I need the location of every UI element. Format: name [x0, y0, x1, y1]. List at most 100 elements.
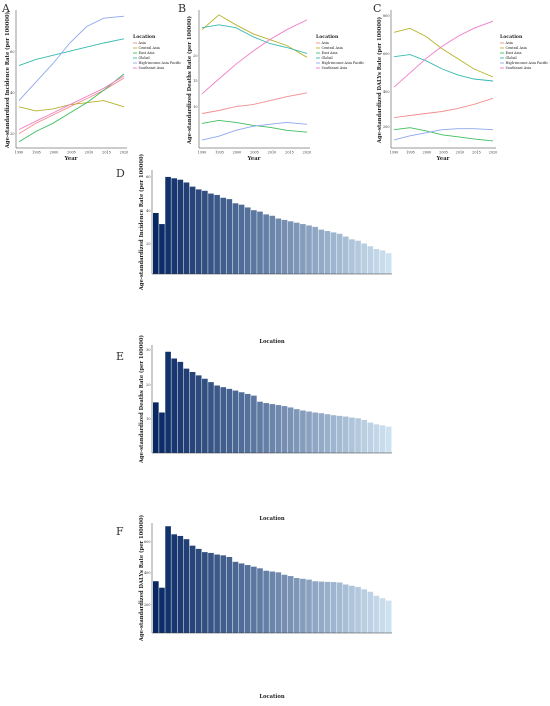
bar: [330, 415, 337, 453]
bar: [208, 552, 214, 633]
plot-area-b: [198, 10, 310, 149]
bar: [195, 548, 202, 633]
panel-letter-d: D: [116, 167, 125, 180]
legend-label: High-income Asia Pacific: [139, 61, 182, 65]
y-tick-label: 600: [144, 540, 150, 544]
bar: [300, 410, 306, 453]
bar: [287, 407, 294, 453]
x-tick-label: 2005: [250, 151, 259, 155]
panel-letter-a: A: [1, 2, 11, 15]
y-axis-title-e: Age-standardized Deaths Rate (per 100000…: [138, 335, 145, 464]
bar: [385, 600, 392, 633]
series-line: [393, 97, 494, 119]
bar: [251, 395, 257, 454]
legend-label: High-income Asia Pacific: [322, 61, 365, 65]
bar: [281, 219, 288, 274]
bar: [263, 570, 269, 633]
bar: [195, 189, 202, 274]
bar: [232, 390, 239, 453]
y-tick-label: 800: [383, 14, 389, 18]
legend-label: Global: [506, 56, 517, 60]
series-line: [201, 24, 308, 54]
bar: [385, 426, 392, 453]
bar: [153, 212, 159, 274]
bar-panel-d: D Age-standardized Incidence Rate (per 1…: [116, 154, 392, 345]
bar: [336, 233, 343, 274]
y-axis-title-d: Age-standardized Incidence Rate (per 100…: [138, 154, 145, 291]
bar: [183, 539, 190, 633]
bar: [202, 190, 208, 274]
bar: [379, 250, 386, 274]
bar: [269, 571, 276, 633]
y-tick-label: 30: [146, 348, 150, 352]
y-tick-label: 200: [383, 125, 389, 129]
x-axis-title-c: Year: [436, 156, 450, 162]
x-tick-labels-a: 1990 1995 2000 2005 2010 2015 2020: [15, 151, 129, 155]
bar: [349, 239, 355, 274]
series-line: [18, 38, 125, 67]
bar: [373, 249, 380, 274]
bar: [214, 194, 220, 274]
bar: [355, 418, 361, 453]
y-tick-label: 600: [383, 52, 389, 56]
y-tick-labels-d: 20 40 60: [146, 175, 150, 246]
legend-label: Central Asia: [139, 46, 160, 50]
bar: [263, 403, 269, 453]
series-line: [393, 27, 494, 78]
legend-label: East Asia: [322, 51, 338, 55]
legend-label: Global: [322, 56, 333, 60]
bar: [251, 566, 257, 633]
bar: [361, 243, 367, 274]
bar: [312, 226, 318, 274]
legend-label: Asia: [138, 41, 146, 45]
bar: [336, 415, 343, 454]
x-axis-title-f: Location: [259, 694, 284, 700]
bar: [318, 581, 325, 633]
bar: [293, 578, 300, 633]
bar: [287, 576, 294, 633]
bar: [183, 368, 190, 454]
x-axis-title-a: Year: [64, 156, 78, 162]
series-line: [393, 54, 494, 82]
bar: [202, 378, 208, 453]
legend-label: Global: [139, 56, 150, 60]
legend-label: East Asia: [506, 51, 522, 55]
legend-title-a: Location: [133, 34, 156, 40]
bar-panel-f: F Age-standardized DALYs Rate (per 10000…: [116, 515, 392, 700]
x-tick-label: 2010: [268, 151, 277, 155]
bar: [330, 582, 337, 633]
bar: [342, 584, 349, 633]
legend-label: High-income Asia Pacific: [506, 61, 549, 65]
y-tick-label: 60: [146, 175, 150, 179]
bar: [165, 526, 171, 633]
bar: [232, 203, 239, 274]
bar: [373, 595, 380, 633]
plot-area-d: [151, 170, 392, 275]
bar: [153, 402, 159, 454]
bar: [214, 385, 220, 453]
y-tick-label: 200: [144, 603, 150, 607]
y-tick-label: 15: [193, 79, 197, 83]
bar: [251, 210, 257, 274]
x-tick-label: 2020: [489, 151, 498, 155]
bar: [355, 586, 361, 633]
bar: [153, 581, 159, 633]
x-axis-title-e: Location: [259, 516, 284, 522]
legend-label: Central Asia: [506, 46, 527, 50]
y-tick-labels-a: 20 40 60: [10, 50, 14, 136]
y-tick-label: 40: [10, 91, 14, 95]
bar: [171, 358, 178, 453]
bar: [238, 563, 245, 633]
y-tick-label: 20: [146, 242, 150, 246]
x-tick-label: 1995: [215, 151, 224, 155]
x-tick-label: 1995: [32, 151, 41, 155]
x-tick-label: 2005: [67, 151, 76, 155]
bar: [208, 382, 214, 454]
bar: [379, 598, 386, 633]
bar: [293, 409, 300, 454]
legend-title-c: Location: [500, 34, 523, 40]
bar: [355, 240, 361, 274]
bar: [159, 587, 165, 633]
bar: [195, 375, 202, 454]
